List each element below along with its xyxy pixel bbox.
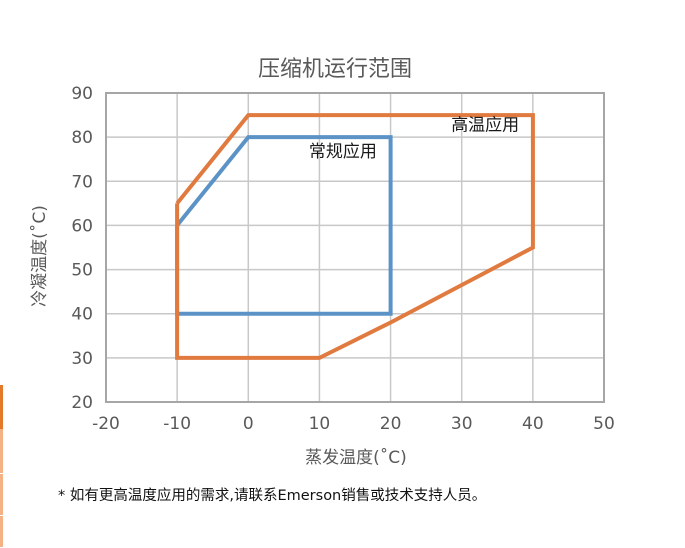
y-tick-label: 20 — [71, 393, 93, 413]
left-decorative-strip — [0, 385, 3, 547]
plot-frame — [105, 92, 605, 403]
y-tick-label: 60 — [71, 216, 93, 236]
x-tick-label: 50 — [593, 414, 615, 434]
annotation-high-temp-application: 高温应用 — [451, 116, 519, 136]
y-tick-label: 50 — [71, 261, 93, 281]
y-tick-label: 90 — [71, 84, 93, 104]
x-tick-label: 10 — [309, 414, 331, 434]
annotations: 常规应用 高温应用 — [309, 116, 519, 162]
y-tick-label: 30 — [71, 349, 93, 369]
x-tick-label: 30 — [451, 414, 473, 434]
strip-accent — [0, 385, 3, 429]
y-tick-label: 40 — [71, 305, 93, 325]
strip-divider — [0, 473, 3, 474]
strip-divider — [0, 515, 3, 516]
series-high-temp-application — [175, 113, 535, 360]
y-tick-label: 80 — [71, 128, 93, 148]
compressor-envelope-chart: 压缩机运行范围 -20 -10 0 10 20 30 40 50 20 30 40 50 60 70 80… — [29, 57, 615, 468]
x-tick-label: 0 — [243, 414, 254, 434]
x-tick-label: -10 — [163, 414, 191, 434]
series-group — [175, 113, 535, 360]
annotation-normal-application: 常规应用 — [309, 142, 377, 162]
y-axis-label: 冷凝温度(˚C) — [29, 205, 50, 307]
x-tick-label: 40 — [522, 414, 544, 434]
y-tick-label: 70 — [71, 172, 93, 192]
x-tick-label: -20 — [92, 414, 120, 434]
x-tick-label: 20 — [380, 414, 402, 434]
x-axis-label: 蒸发温度(˚C) — [305, 447, 407, 468]
y-tick-labels: 20 30 40 50 60 70 80 90 — [71, 84, 93, 413]
chart-title: 压缩机运行范围 — [258, 57, 412, 82]
footnote: * 如有更高温度应用的需求,请联系Emerson销售或技术支持人员。 — [58, 488, 487, 504]
x-tick-labels: -20 -10 0 10 20 30 40 50 — [92, 414, 615, 434]
